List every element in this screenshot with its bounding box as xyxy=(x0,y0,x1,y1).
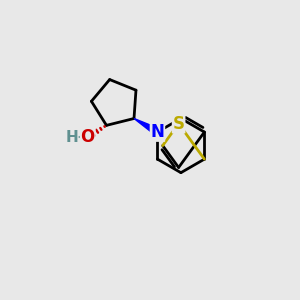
Text: H: H xyxy=(65,130,78,145)
Text: S: S xyxy=(172,115,184,133)
Text: O: O xyxy=(81,128,95,146)
Text: N: N xyxy=(151,123,164,141)
Polygon shape xyxy=(134,118,159,135)
